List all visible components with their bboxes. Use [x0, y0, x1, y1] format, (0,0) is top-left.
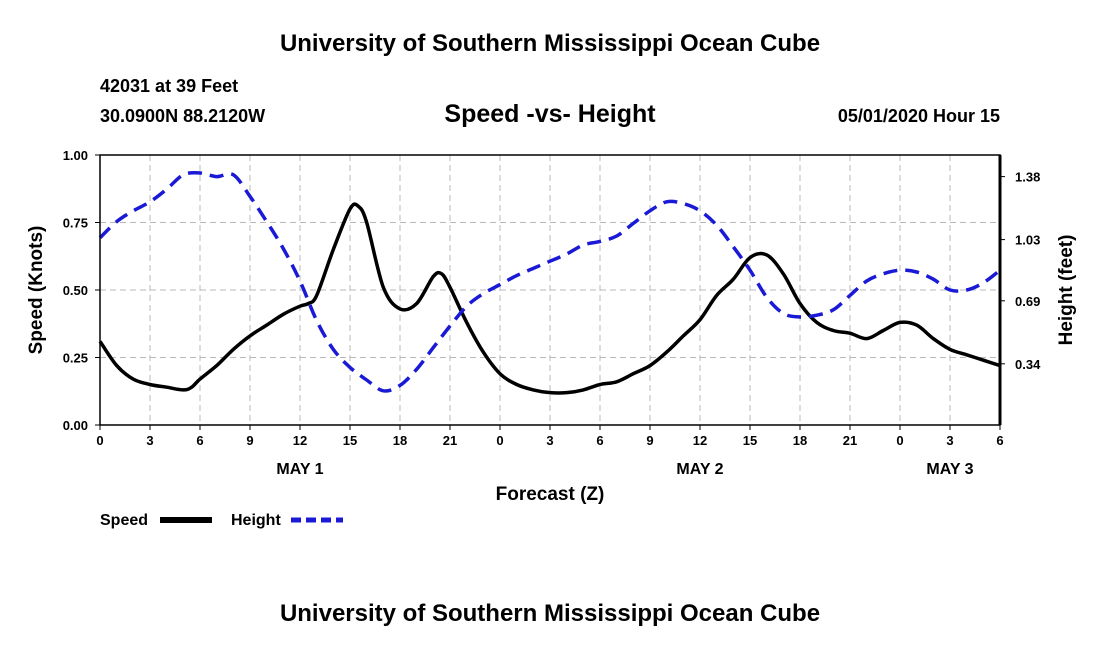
- y-right-tick-label: 0.34: [1015, 357, 1041, 372]
- x-tick-label: 3: [546, 433, 553, 448]
- y-right-tick-label: 1.38: [1015, 170, 1040, 185]
- page-title: University of Southern Mississippi Ocean…: [279, 30, 821, 57]
- series-line-height: [98, 170, 1002, 393]
- x-tick-label: 21: [443, 433, 457, 448]
- x-tick-label: 9: [246, 433, 253, 448]
- series-layer: [98, 170, 1002, 395]
- legend: Speed Height: [100, 512, 343, 529]
- x-tick-label: 3: [946, 433, 953, 448]
- axis-ticks: 0 3 6 9 12 15 18 21 0 3 6 9 12 15 18 21 0 3 6 0.00 0.25 0.50 0…: [63, 148, 1041, 478]
- x-tick-label: 18: [393, 433, 407, 448]
- x-tick-label: 6: [596, 433, 603, 448]
- station-label: 42031 at 39 Feet: [100, 76, 239, 96]
- x-tick-label: 12: [693, 433, 707, 448]
- y-right-tick-label: 1.03: [1015, 233, 1040, 248]
- day-label: MAY 1: [276, 461, 323, 478]
- coordinates-label: 30.0900N 88.2120W: [100, 106, 266, 126]
- x-tick-label: 6: [996, 433, 1003, 448]
- x-tick-label: 12: [293, 433, 307, 448]
- x-tick-label: 21: [843, 433, 857, 448]
- x-tick-label: 0: [896, 433, 903, 448]
- x-tick-label: 18: [793, 433, 807, 448]
- datetime-label: 05/01/2020 Hour 15: [837, 106, 1000, 126]
- y-axis-left-label: Speed (Knots): [26, 226, 47, 355]
- series-line-speed: [98, 202, 1001, 395]
- y-left-tick-label: 0.25: [63, 351, 88, 366]
- y-left-tick-label: 0.00: [63, 418, 88, 433]
- footer-title: University of Southern Mississippi Ocean…: [279, 600, 821, 627]
- y-right-tick-label: 0.69: [1015, 294, 1040, 309]
- chart-title: Speed -vs- Height: [444, 100, 656, 128]
- grid: [100, 155, 1000, 425]
- y-left-tick-label: 1.00: [63, 148, 88, 163]
- day-label: MAY 3: [926, 461, 973, 478]
- legend-speed-label: Speed: [100, 512, 148, 529]
- x-tick-label: 6: [196, 433, 203, 448]
- x-tick-label: 0: [496, 433, 503, 448]
- x-axis-label: Forecast (Z): [496, 484, 605, 505]
- y-left-tick-label: 0.50: [63, 283, 88, 298]
- y-axis-right-label: Height (feet): [1056, 235, 1077, 346]
- y-left-tick-label: 0.75: [63, 216, 88, 231]
- day-label: MAY 2: [676, 461, 723, 478]
- x-tick-label: 3: [146, 433, 153, 448]
- x-tick-label: 15: [743, 433, 757, 448]
- x-tick-label: 15: [343, 433, 357, 448]
- legend-height-label: Height: [231, 512, 281, 529]
- x-tick-label: 0: [96, 433, 103, 448]
- x-tick-label: 9: [646, 433, 653, 448]
